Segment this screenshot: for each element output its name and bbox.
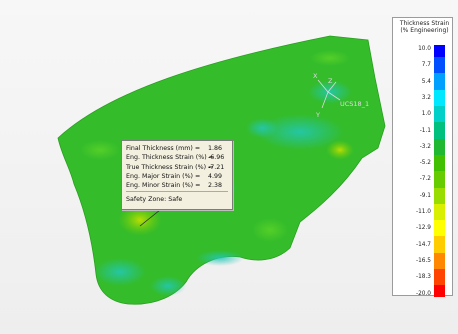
info-value: 2.38 bbox=[208, 182, 223, 190]
legend-title-line1: Thickness Strain bbox=[399, 20, 450, 27]
legend-label: -18.3 bbox=[416, 274, 431, 281]
color-legend: Thickness Strain (% Engineering) 10.0 7.7… bbox=[392, 17, 453, 298]
legend-swatch bbox=[434, 187, 445, 204]
strain-region bbox=[196, 250, 244, 266]
info-separator bbox=[126, 191, 228, 193]
info-label: Final Thickness (mm) = bbox=[126, 145, 201, 153]
safety-zone-text: Safety Zone: Safe bbox=[126, 195, 183, 203]
legend-swatch bbox=[434, 252, 445, 270]
strain-region bbox=[308, 80, 352, 104]
legend-label: -16.5 bbox=[416, 257, 431, 264]
probe-info-box: Final Thickness (mm) = 1.86 Eng. Thickne… bbox=[121, 140, 233, 210]
legend-swatch bbox=[434, 269, 445, 286]
legend-label: -14.7 bbox=[416, 241, 431, 248]
strain-region bbox=[80, 140, 120, 160]
info-label: True Thickness Strain (%) = bbox=[126, 163, 214, 171]
strain-region bbox=[246, 118, 278, 138]
csys-y-label: Y bbox=[315, 111, 320, 119]
legend-title: Thickness Strain (% Engineering) bbox=[397, 20, 452, 34]
legend-label: 10.0 bbox=[418, 46, 431, 52]
info-label: Eng. Major Strain (%) = bbox=[126, 173, 201, 181]
legend-swatch bbox=[434, 203, 445, 221]
strain-region bbox=[118, 204, 162, 236]
legend-label: 5.4 bbox=[421, 78, 431, 85]
legend-label: -5.2 bbox=[419, 160, 431, 167]
legend-swatch bbox=[434, 73, 445, 90]
legend-swatch bbox=[434, 106, 445, 123]
info-value: -6.96 bbox=[208, 154, 225, 162]
csys-x-label: X bbox=[313, 72, 318, 80]
info-row-eng-minor-strain: Eng. Minor Strain (%) = 2.38 bbox=[126, 181, 228, 190]
legend-swatch bbox=[434, 57, 445, 74]
legend-label: 7.7 bbox=[421, 62, 431, 69]
legend-label: -9.1 bbox=[419, 192, 431, 199]
strain-region bbox=[256, 114, 344, 150]
legend-label: -20.0 bbox=[416, 290, 431, 297]
info-value: -7.21 bbox=[208, 163, 225, 171]
info-row-safety-zone: Safety Zone: Safe bbox=[126, 194, 228, 203]
csys-name-label: UCS18_1 bbox=[340, 100, 369, 108]
legend-swatch bbox=[434, 236, 445, 253]
info-value: 1.86 bbox=[208, 145, 223, 153]
legend-label: 1.0 bbox=[421, 111, 431, 118]
legend-swatch bbox=[434, 138, 445, 155]
strain-region bbox=[252, 218, 288, 242]
legend-swatch bbox=[434, 45, 445, 58]
strain-region bbox=[94, 258, 146, 286]
legend-swatch bbox=[434, 154, 445, 172]
legend-swatch bbox=[434, 220, 445, 237]
info-label: Eng. Thickness Strain (%) = bbox=[126, 154, 214, 162]
legend-label: -3.2 bbox=[419, 143, 431, 150]
info-value: 4.99 bbox=[208, 173, 223, 181]
probe-leader-line bbox=[139, 209, 161, 227]
legend-title-line2: (% Engineering) bbox=[400, 27, 449, 34]
info-label: Eng. Minor Strain (%) = bbox=[126, 182, 201, 190]
legend-label: -7.2 bbox=[419, 176, 431, 183]
info-row-true-thickness-strain: True Thickness Strain (%) = -7.21 bbox=[126, 163, 228, 172]
coordinate-system-triad bbox=[317, 79, 341, 109]
strain-region bbox=[150, 276, 186, 296]
legend-label: -12.9 bbox=[416, 225, 431, 232]
legend-color-bar bbox=[434, 45, 445, 298]
legend-swatch bbox=[434, 171, 445, 188]
legend-label: 3.2 bbox=[421, 94, 431, 101]
info-row-eng-major-strain: Eng. Major Strain (%) = 4.99 bbox=[126, 172, 228, 181]
legend-label: -1.1 bbox=[419, 127, 431, 134]
info-row-final-thickness: Final Thickness (mm) = 1.86 bbox=[126, 144, 228, 153]
csys-z-label: Z bbox=[328, 77, 333, 85]
strain-region bbox=[310, 50, 350, 66]
legend-swatch bbox=[434, 89, 445, 107]
strain-region bbox=[326, 140, 354, 160]
legend-label: -11.0 bbox=[416, 209, 431, 215]
legend-swatch bbox=[434, 122, 445, 139]
legend-swatch bbox=[434, 285, 445, 298]
info-row-eng-thickness-strain: Eng. Thickness Strain (%) = -6.96 bbox=[126, 153, 228, 162]
